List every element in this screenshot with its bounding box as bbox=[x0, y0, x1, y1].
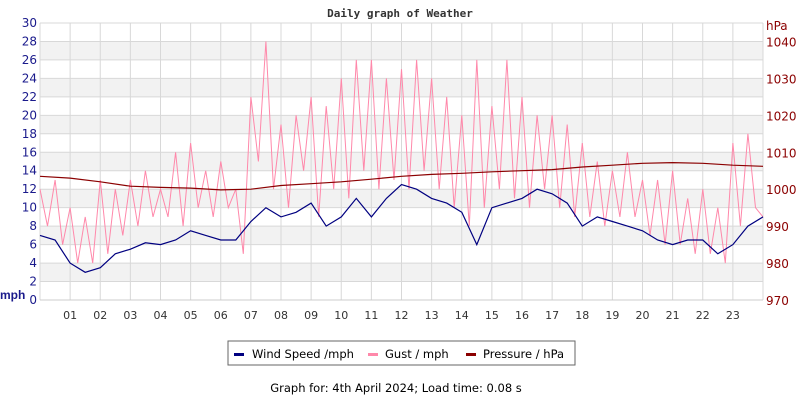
left-tick-label: 2 bbox=[29, 275, 37, 289]
x-tick-label: 05 bbox=[184, 309, 198, 322]
left-tick-label: 18 bbox=[22, 127, 37, 141]
x-tick-label: 01 bbox=[63, 309, 77, 322]
x-tick-label: 03 bbox=[123, 309, 137, 322]
x-tick-label: 07 bbox=[244, 309, 258, 322]
footer-text: Graph for: 4th April 2024; Load time: 0.… bbox=[270, 381, 522, 395]
left-tick-label: 30 bbox=[22, 16, 37, 30]
legend-label-pressure: Pressure / hPa bbox=[483, 347, 564, 361]
x-tick-label: 18 bbox=[575, 309, 589, 322]
left-axis-label: mph bbox=[0, 288, 25, 302]
x-tick-label: 16 bbox=[515, 309, 529, 322]
x-tick-label: 04 bbox=[154, 309, 168, 322]
x-tick-label: 14 bbox=[455, 309, 469, 322]
x-tick-label: 06 bbox=[214, 309, 228, 322]
right-tick-label: 1010 bbox=[766, 146, 797, 160]
left-tick-label: 20 bbox=[22, 108, 37, 122]
x-tick-label: 11 bbox=[364, 309, 378, 322]
x-tick-label: 15 bbox=[485, 309, 499, 322]
x-tick-label: 09 bbox=[304, 309, 318, 322]
right-tick-label: 970 bbox=[766, 294, 789, 308]
pressure-line bbox=[39, 161, 764, 191]
x-tick-label: 12 bbox=[395, 309, 409, 322]
left-tick-label: 22 bbox=[22, 90, 37, 104]
left-tick-label: 16 bbox=[22, 145, 37, 159]
left-tick-label: 14 bbox=[22, 164, 37, 178]
x-tick-label: 08 bbox=[274, 309, 288, 322]
right-tick-label: 1040 bbox=[766, 35, 797, 49]
right-tick-label: 980 bbox=[766, 257, 789, 271]
right-tick-label: 1020 bbox=[766, 109, 797, 123]
left-tick-label: 12 bbox=[22, 182, 37, 196]
left-tick-label: 26 bbox=[22, 53, 37, 67]
right-axis-label: hPa bbox=[766, 19, 788, 33]
left-tick-label: 4 bbox=[29, 256, 37, 270]
x-tick-label: 10 bbox=[334, 309, 348, 322]
x-tick-label: 22 bbox=[696, 309, 710, 322]
legend-label-gust: Gust / mph bbox=[385, 347, 449, 361]
legend-box bbox=[227, 340, 576, 366]
left-tick-label: 10 bbox=[22, 201, 37, 215]
legend: Wind Speed /mph Gust / mph Pressure / hP… bbox=[227, 340, 576, 366]
left-tick-label: 24 bbox=[22, 71, 37, 85]
right-tick-label: 1030 bbox=[766, 72, 797, 86]
left-tick-label: 28 bbox=[22, 34, 37, 48]
x-tick-label: 19 bbox=[605, 309, 619, 322]
x-tick-label: 17 bbox=[545, 309, 559, 322]
right-tick-label: 1000 bbox=[766, 183, 797, 197]
left-tick-label: 6 bbox=[29, 238, 37, 252]
left-tick-label: 0 bbox=[29, 293, 37, 307]
legend-label-wind: Wind Speed /mph bbox=[252, 347, 354, 361]
legend-swatch-gust bbox=[368, 353, 378, 356]
x-tick-label: 13 bbox=[425, 309, 439, 322]
chart-title: Daily graph of Weather bbox=[327, 7, 473, 20]
legend-swatch-wind bbox=[234, 353, 244, 356]
x-tick-label: 20 bbox=[636, 309, 650, 322]
left-tick-label: 8 bbox=[29, 219, 37, 233]
x-tick-label: 21 bbox=[666, 309, 680, 322]
x-tick-label: 02 bbox=[93, 309, 107, 322]
legend-swatch-pressure bbox=[466, 353, 476, 356]
x-tick-label: 23 bbox=[726, 309, 740, 322]
right-tick-label: 990 bbox=[766, 220, 789, 234]
